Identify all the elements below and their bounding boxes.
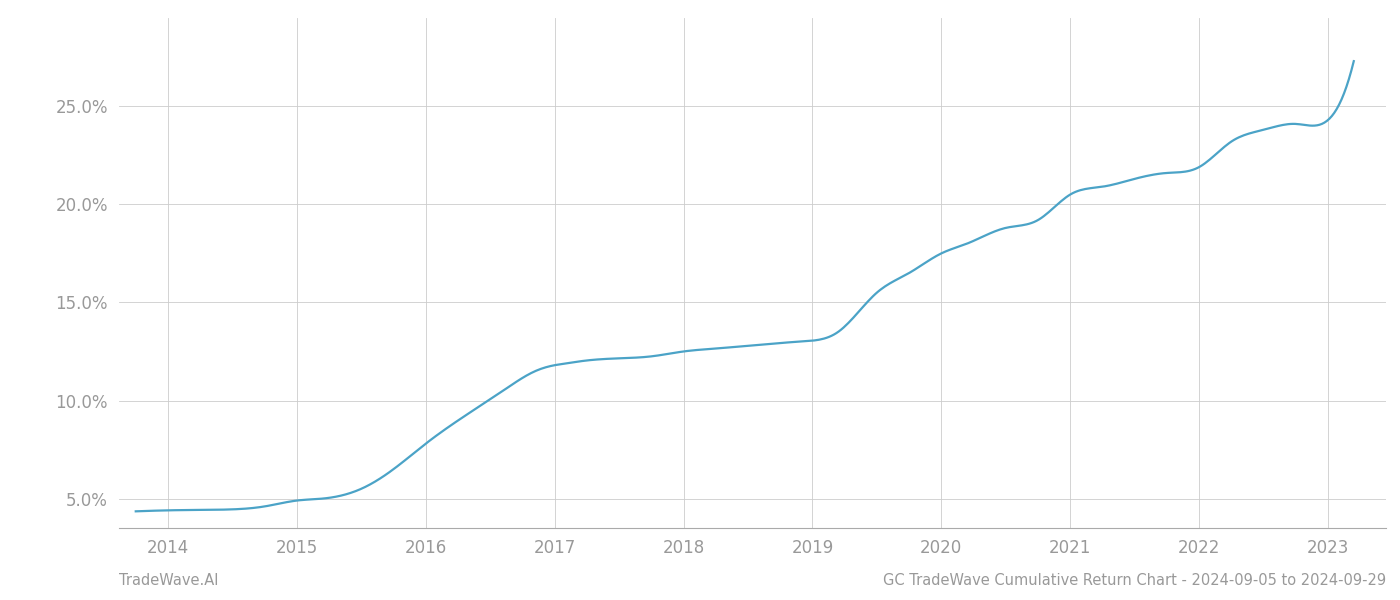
Text: TradeWave.AI: TradeWave.AI [119,573,218,588]
Text: GC TradeWave Cumulative Return Chart - 2024-09-05 to 2024-09-29: GC TradeWave Cumulative Return Chart - 2… [883,573,1386,588]
